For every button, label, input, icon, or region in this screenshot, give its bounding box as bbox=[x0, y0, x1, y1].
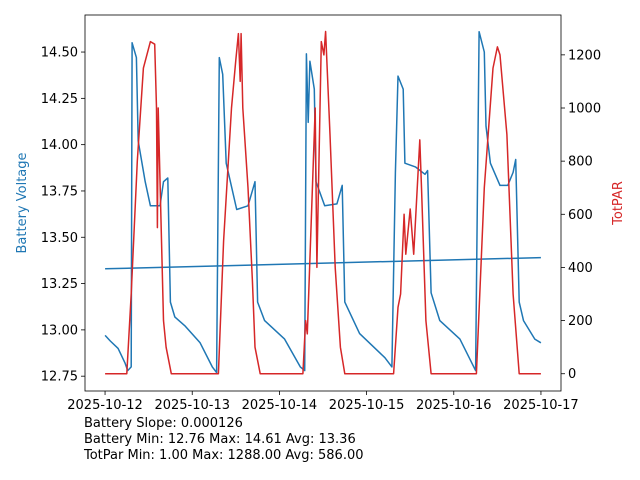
battery-slope-text: Battery Slope: 0.000126 bbox=[84, 416, 243, 431]
par-stats-text: TotPar Min: 1.00 Max: 1288.00 Avg: 586.0… bbox=[84, 448, 364, 463]
left-tick-label: 13.75 bbox=[41, 184, 78, 199]
series-line-battery-trend bbox=[105, 256, 541, 270]
right-tick-label: 0 bbox=[568, 367, 576, 382]
right-tick-label: 1200 bbox=[568, 48, 601, 63]
x-tick-label: 2025-10-15 bbox=[329, 398, 405, 413]
series-line-battery-voltage bbox=[104, 30, 542, 374]
right-tick-label: 800 bbox=[568, 155, 593, 170]
x-tick-label: 2025-10-17 bbox=[503, 398, 579, 413]
right-tick-label: 200 bbox=[568, 314, 593, 329]
left-tick-label: 13.25 bbox=[41, 277, 78, 292]
left-tick-label: 13.50 bbox=[41, 231, 78, 246]
left-tick-label: 14.00 bbox=[41, 138, 78, 153]
right-tick-label: 600 bbox=[568, 208, 593, 223]
plot-frame bbox=[84, 14, 562, 392]
left-tick-label: 12.75 bbox=[41, 370, 78, 385]
x-tick-label: 2025-10-16 bbox=[416, 398, 492, 413]
right-tick-label: 1000 bbox=[568, 102, 601, 117]
left-tick-label: 14.50 bbox=[41, 46, 78, 61]
left-axis-label: Battery Voltage bbox=[15, 152, 30, 253]
right-tick-label: 400 bbox=[568, 261, 593, 276]
left-tick-label: 13.00 bbox=[41, 323, 78, 338]
stats-block: Battery Slope: 0.000126 Battery Min: 12.… bbox=[84, 416, 364, 464]
series-line-totpar bbox=[105, 30, 541, 375]
x-tick-label: 2025-10-14 bbox=[242, 398, 318, 413]
x-tick-label: 2025-10-13 bbox=[154, 398, 230, 413]
left-tick-label: 14.25 bbox=[41, 92, 78, 107]
right-axis-label: TotPAR bbox=[611, 181, 626, 226]
x-tick-label: 2025-10-12 bbox=[67, 398, 143, 413]
battery-stats-text: Battery Min: 12.76 Max: 14.61 Avg: 13.36 bbox=[84, 432, 356, 447]
